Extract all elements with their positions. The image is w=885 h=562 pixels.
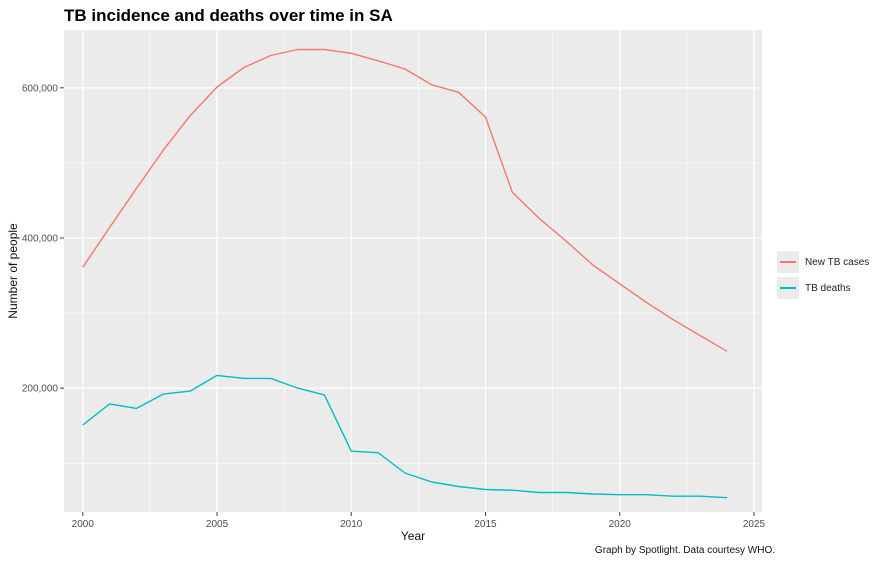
minor-gridlines: [64, 30, 762, 512]
major-gridlines: [64, 30, 762, 512]
x-tick-label: 2025: [743, 519, 766, 530]
y-tick-label: 200,000: [22, 384, 59, 395]
legend-key-line: [780, 287, 796, 289]
y-tick-label: 600,000: [22, 83, 59, 94]
x-tick-label: 2020: [609, 519, 632, 530]
x-tick-label: 2010: [340, 519, 363, 530]
y-tick-label: 400,000: [22, 233, 59, 244]
y-axis-title: Number of people: [6, 223, 20, 319]
x-axis-title: Year: [401, 529, 425, 543]
legend-item: TB deaths: [777, 275, 869, 301]
x-tick-label: 2000: [72, 519, 95, 530]
legend-label: New TB cases: [805, 256, 870, 268]
legend-key-line: [780, 261, 796, 263]
x-tick-label: 2005: [206, 519, 229, 530]
legend-key: [777, 277, 799, 299]
chart-caption: Graph by Spotlight. Data courtesy WHO.: [594, 545, 775, 556]
axis-ticks: [60, 87, 755, 516]
legend: New TB cases TB deaths: [777, 249, 869, 301]
legend-key: [777, 251, 799, 273]
series-line-new-tb-cases: [82, 48, 728, 352]
series-line-tb-deaths: [82, 374, 728, 499]
axis-tick-labels: 2000 2005 2010 2015 2020 2025 200,000 400,000 60…: [22, 83, 766, 530]
legend-item: New TB cases: [777, 249, 869, 275]
legend-label: TB deaths: [805, 282, 851, 294]
chart-title: TB incidence and deaths over time in SA: [64, 6, 393, 25]
x-tick-label: 2015: [474, 519, 497, 530]
plot-panel: [64, 30, 762, 512]
series-lines: [82, 48, 728, 499]
